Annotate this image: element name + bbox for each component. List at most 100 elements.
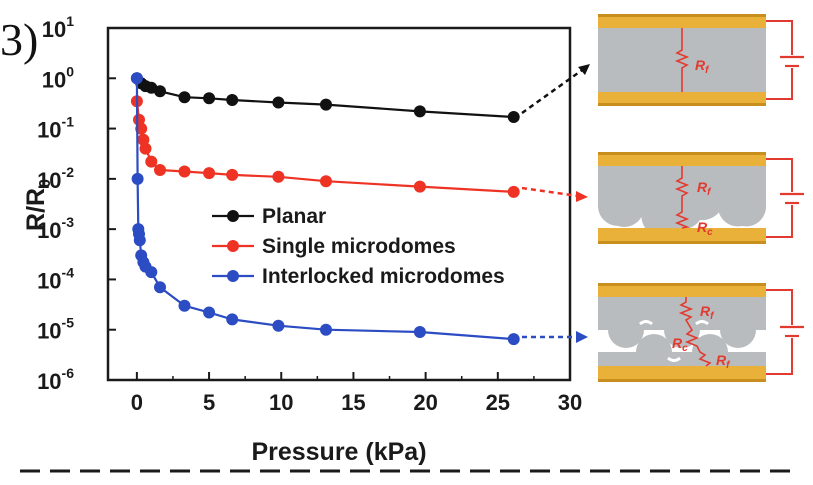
y-axis: 101 100 10-1 1 0 -2 10-3 10-4 10-5 10-6: [37, 13, 116, 394]
data-point: [145, 155, 158, 168]
data-point: [226, 94, 239, 106]
arrows: [521, 64, 590, 343]
gap: [695, 320, 709, 326]
resistor-rf: [674, 28, 690, 92]
svg-text:R/R0: R/R0: [22, 179, 54, 231]
data-point: [320, 98, 332, 111]
data-point: [320, 323, 332, 336]
bottom-electrode: [598, 366, 766, 382]
x-tick-label: 25: [486, 390, 510, 415]
x-tick-label: 30: [558, 390, 582, 415]
interlocked-schematic: Rf Rc Rf: [598, 283, 804, 382]
data-point: [130, 72, 143, 85]
upper-dome: [664, 312, 700, 348]
upper-dome: [608, 312, 644, 348]
data-point: [272, 170, 285, 183]
y-axis-title-sub: 0: [37, 179, 54, 188]
top-electrode: [598, 283, 766, 297]
series-layer: [130, 72, 520, 346]
legend-label: Planar: [262, 205, 326, 228]
data-point: [226, 168, 239, 181]
data-point: [178, 299, 191, 312]
y-tick-label: 10-2: [37, 164, 74, 193]
resistor-chain: [678, 297, 712, 367]
top-electrode-edge: [598, 152, 766, 155]
data-point: [178, 165, 191, 178]
x-tick-label: 20: [413, 390, 437, 415]
resistor-label-rf-top: Rf: [700, 303, 715, 322]
x-tick-label: 10: [269, 390, 293, 415]
resistor-label-rc: Rc: [697, 219, 713, 238]
data-point: [226, 313, 239, 326]
legend-label: Single microdomes: [262, 235, 456, 258]
data-point: [178, 91, 191, 104]
bottom-electrode: [598, 228, 766, 244]
y-tick-label: 100: [42, 63, 74, 92]
gap: [639, 320, 653, 326]
y-tick-exponent: 1: [66, 13, 74, 29]
bottom-electrode: [598, 92, 766, 106]
data-point: [133, 234, 146, 247]
lower-film: [598, 352, 766, 366]
arrow-planar: [521, 66, 586, 115]
gap: [667, 356, 681, 362]
data-point: [413, 180, 426, 193]
y-tick-exponent: -6: [62, 365, 75, 381]
y-axis-title-main: R/R: [22, 188, 50, 231]
resistor-chain: [674, 166, 690, 229]
x-tick-label: 0: [131, 390, 143, 415]
data-point: [413, 326, 426, 338]
legend-marker: [227, 270, 239, 282]
data-point: [272, 319, 285, 332]
resistor-label-rc: Rc: [672, 335, 688, 354]
data-point: [154, 164, 166, 176]
planar-schematic: Rf: [598, 14, 804, 106]
legend-label: Interlocked microdomes: [262, 265, 505, 288]
lower-dome: [692, 334, 728, 370]
bottom-electrode-edge: [598, 241, 766, 244]
x-axis: 0 5 10 15 20 25 30: [131, 372, 582, 415]
arrow-single-head: [576, 191, 588, 202]
legend-marker: [227, 240, 239, 252]
top-electrode: [598, 14, 766, 28]
data-point: [507, 333, 520, 346]
circuit-wire-bottom: [766, 338, 793, 375]
y-tick-exponent: -1: [62, 114, 75, 130]
y-tick-exponent: -4: [62, 264, 75, 280]
resistor-label-rf: Rf: [697, 179, 712, 198]
y-tick-exponent: -5: [62, 315, 75, 331]
legend-marker: [227, 210, 239, 222]
x-tick-label: 15: [341, 390, 365, 415]
y-tick-label: 10-5: [37, 315, 74, 344]
x-axis-title: Pressure (kPa): [251, 438, 426, 466]
circuit-wire-top: [766, 158, 793, 192]
data-point: [145, 266, 158, 279]
top-electrode: [598, 152, 766, 166]
resistor-label-rf-bottom: Rf: [716, 352, 731, 371]
data-point: [203, 92, 216, 105]
single-schematic: Rf Rc: [597, 152, 804, 244]
resistor-label-rf: Rf: [695, 57, 710, 76]
top-electrode-edge: [598, 14, 766, 17]
upper-dome: [720, 312, 756, 348]
x-tick-label: 5: [203, 390, 215, 415]
bottom-electrode-edge: [598, 379, 766, 382]
data-point: [272, 96, 285, 109]
data-point: [139, 142, 152, 155]
data-point: [320, 175, 332, 188]
y-tick-label: 10-4: [37, 264, 74, 293]
y-tick-label: 10-3: [37, 214, 74, 243]
y-tick-exponent: 0: [66, 63, 74, 79]
arrow-planar-head: [578, 64, 590, 75]
y-tick-label: 10-1: [37, 114, 74, 143]
plot-frame: [106, 26, 572, 382]
y-tick-exponent: -3: [62, 214, 75, 230]
y-tick-exponent: -2: [62, 164, 75, 180]
y-tick-label: 101: [42, 13, 74, 42]
panel-label: 3): [0, 14, 38, 65]
data-point: [203, 306, 216, 319]
y-axis-title: R/R0: [22, 179, 54, 231]
data-point: [203, 167, 216, 180]
lower-dome: [636, 334, 672, 370]
